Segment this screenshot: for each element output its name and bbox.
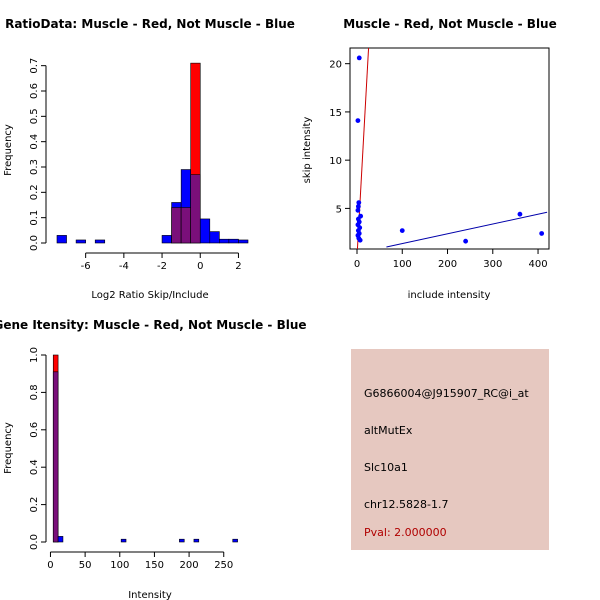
gene-hist-x-tick-label: 250 — [214, 560, 233, 571]
scatter-point-14 — [357, 237, 363, 243]
ratio-hist-bar-3 — [161, 235, 172, 244]
gene-hist-x-tick-label: 0 — [47, 560, 53, 571]
gene-hist-y-tick-label: 0.8 — [29, 384, 40, 400]
not-muscle-fit-line — [386, 211, 548, 248]
gene-hist-x-tick-label: 200 — [180, 560, 199, 571]
gene-hist-y-tick-label: 0.4 — [29, 459, 40, 475]
ratio-hist-bar-8 — [209, 231, 220, 244]
gene-hist-x-tick-label: 50 — [79, 560, 92, 571]
gene-hist-y-tick-label: 0.6 — [29, 422, 40, 438]
scatter-point-16 — [463, 238, 469, 244]
scatter-title: Muscle - Red, Not Muscle - Blue — [343, 17, 557, 31]
ratio-histogram-ylabel: Frequency — [3, 124, 14, 176]
ratio-hist-bar-11 — [238, 239, 249, 244]
scatter-point-3 — [355, 204, 361, 209]
ratio-histogram-bars — [56, 62, 249, 244]
ratio-hist-bar-2 — [94, 239, 106, 244]
gene-hist-bar-2 — [120, 538, 127, 543]
scatter-x-tick-label: 0 — [354, 259, 360, 270]
scatter-point-0 — [356, 55, 362, 61]
gene-histogram-xlabel: Intensity — [128, 590, 172, 600]
location-label: chr12.5828-1.7 — [364, 498, 449, 511]
ratio-histogram-axes: -6 -4 -2 0 2 0.0 0.1 0.2 0.3 0.4 0.5 0.6 0.7 — [29, 58, 242, 272]
ratio-hist-y-tick-label: 0.4 — [29, 134, 40, 150]
scatter-axes: 0 100 200 300 400 5 10 15 20 — [329, 60, 547, 270]
ratio-hist-x-tick-label: 2 — [235, 261, 241, 272]
ratio-hist-bar-10 — [228, 238, 239, 244]
gene-hist-y-tick-label: 0.2 — [29, 497, 40, 513]
scatter-y-tick-label: 15 — [329, 108, 342, 119]
gene-hist-bar-3 — [179, 538, 185, 543]
scatter-plot-area — [355, 48, 548, 249]
gene-hist-x-tick-label: 150 — [145, 560, 164, 571]
scatter-ylabel: skip intensity — [302, 117, 313, 184]
scatter-point-1 — [355, 118, 361, 124]
gene-hist-y-tick-label: 0.0 — [29, 534, 40, 550]
gene-histogram-title: Gene Itensity: Muscle - Red, Not Muscle … — [0, 318, 307, 332]
scatter-y-tick-label: 5 — [336, 204, 342, 215]
pval-label: Pval: 2.000000 — [364, 526, 447, 539]
gene-hist-y-tick-label: 1.0 — [29, 347, 40, 363]
ratio-histogram-title: RatioData: Muscle - Red, Not Muscle - Bl… — [5, 17, 295, 31]
scatter-point-2 — [356, 200, 362, 206]
scatter-x-tick-label: 200 — [438, 259, 457, 270]
gene-histogram-axes: 0 50 100 150 200 250 0.0 0.2 0.4 0.6 0.8 1.0 — [29, 347, 233, 571]
scatter-plot-box — [349, 47, 550, 250]
gene-hist-bar-4 — [193, 538, 200, 543]
gene-name-label: Slc10a1 — [364, 461, 408, 474]
scatter-x-tick-label: 300 — [483, 259, 502, 270]
ratio-hist-x-tick-label: -2 — [157, 261, 167, 272]
ratio-hist-y-tick-label: 0.7 — [29, 58, 40, 74]
gene-histogram-ylabel: Frequency — [3, 422, 14, 474]
scatter-point-4 — [355, 207, 361, 213]
scatter-x-tick-label: 400 — [528, 259, 547, 270]
ratio-hist-bar-9 — [219, 238, 230, 244]
scatter-point-17 — [517, 211, 523, 217]
ratio-histogram-xlabel: Log2 Ratio Skip/Include — [91, 290, 208, 301]
ratio-histogram: RatioData: Muscle - Red, Not Muscle - Bl… — [3, 17, 295, 301]
scatter-y-tick-label: 10 — [329, 156, 342, 167]
gene-hist-bar-5 — [232, 538, 238, 543]
ratio-hist-bar-7 — [199, 218, 211, 244]
ratio-hist-overlap-bar-5 — [180, 207, 191, 244]
ratio-hist-x-tick-label: -6 — [81, 261, 91, 272]
scatter-point-18 — [539, 231, 545, 236]
ratio-hist-y-tick-label: 0.2 — [29, 184, 40, 200]
scatter-content — [355, 48, 548, 249]
gene-histogram-bars — [52, 354, 238, 543]
probe-id-label: G6866004@J915907_RC@i_at — [364, 387, 529, 400]
scatter-point-15 — [399, 228, 405, 233]
ratio-hist-x-tick-label: -4 — [119, 261, 129, 272]
scatter-xlabel: include intensity — [408, 290, 491, 301]
ratio-hist-y-tick-label: 0.5 — [29, 108, 40, 124]
intensity-scatter: Muscle - Red, Not Muscle - Blue include … — [302, 17, 557, 301]
gene-hist-bar-1 — [57, 536, 64, 543]
ratio-hist-y-tick-label: 0.3 — [29, 159, 40, 175]
scatter-y-tick-label: 20 — [329, 60, 342, 71]
ratio-hist-y-tick-label: 0.0 — [29, 235, 40, 251]
ratio-hist-bar-0 — [56, 235, 67, 244]
gene-hist-overlap-bar-0 — [52, 371, 59, 543]
ratio-hist-y-tick-label: 0.6 — [29, 83, 40, 99]
event-type-label: altMutEx — [364, 424, 413, 437]
ratio-hist-bar-1 — [75, 239, 86, 244]
ratio-hist-overlap-bar-4 — [171, 207, 182, 244]
ratio-hist-x-tick-label: 0 — [197, 261, 203, 272]
ratio-hist-overlap-bar-6 — [190, 174, 201, 244]
gene-hist-x-tick-label: 100 — [110, 560, 129, 571]
scatter-x-tick-label: 100 — [393, 259, 412, 270]
gene-intensity-histogram: Gene Itensity: Muscle - Red, Not Muscle … — [0, 318, 307, 600]
ratio-hist-y-tick-label: 0.1 — [29, 210, 40, 226]
probe-info-panel: G6866004@J915907_RC@i_at altMutEx Slc10a… — [351, 349, 549, 550]
